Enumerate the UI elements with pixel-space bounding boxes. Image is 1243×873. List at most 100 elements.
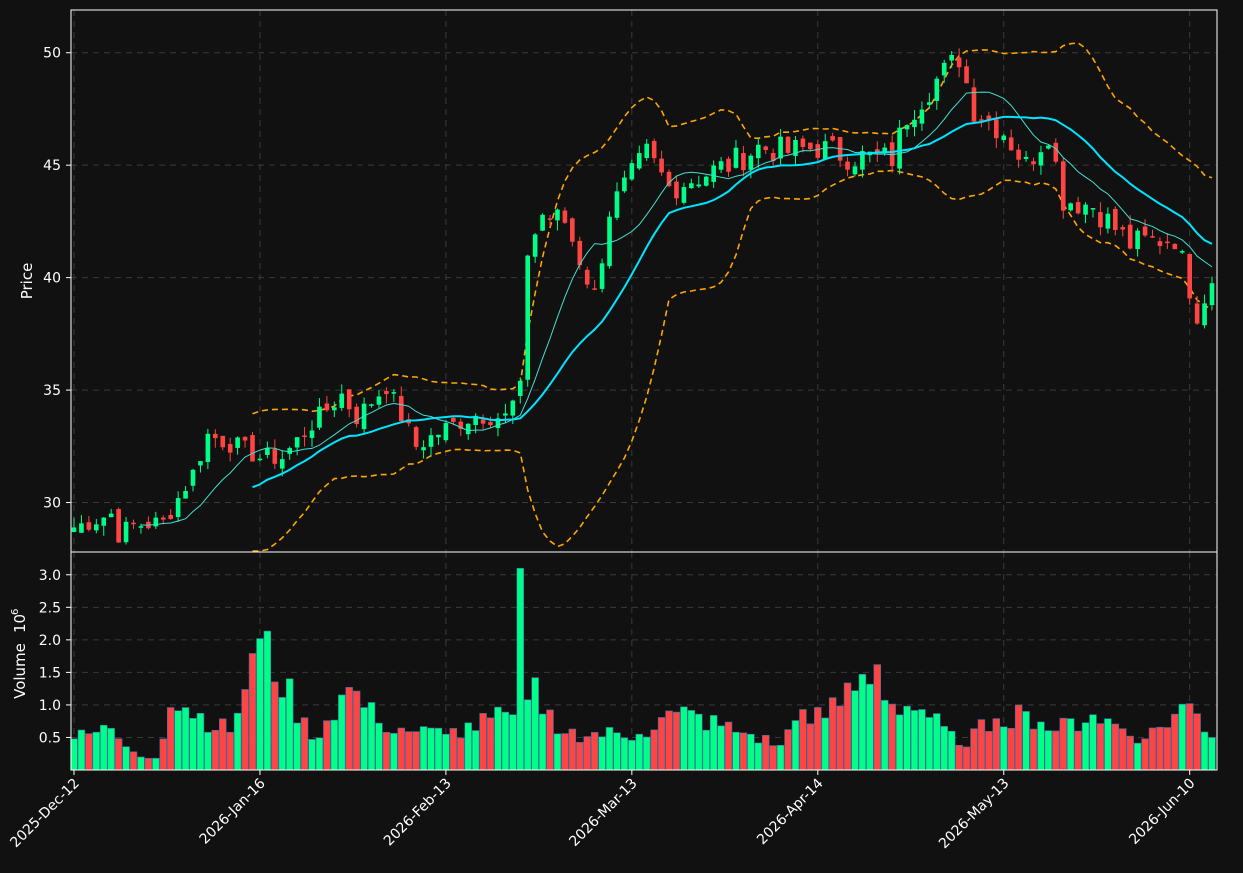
volume-bar (1178, 703, 1186, 771)
volume-bar (620, 737, 629, 771)
volume-tick-label: 1.5 (39, 665, 61, 681)
candle-body (815, 144, 821, 158)
candle-body (599, 263, 605, 289)
candle-body (153, 517, 159, 527)
volume-bar (1185, 703, 1194, 771)
volume-bar (702, 729, 710, 771)
volume-bar (300, 717, 309, 771)
candle-body (1001, 135, 1007, 141)
volume-bar (724, 721, 733, 771)
volume-bar (888, 703, 896, 771)
volume-bar (687, 710, 696, 771)
candle-body (1053, 142, 1059, 162)
candle-body (116, 509, 121, 543)
volume-bar (910, 710, 919, 771)
volume-bar (635, 733, 644, 771)
candle-body (138, 526, 144, 528)
candle-body (517, 380, 523, 397)
volume-bar (1014, 704, 1023, 771)
svg-text:10: 10 (11, 614, 29, 633)
price-tick-label: 45 (43, 158, 61, 174)
volume-bar (657, 717, 666, 771)
candle-body (160, 517, 166, 520)
candle-body (830, 136, 835, 141)
candle-body (644, 143, 650, 159)
candle-body (317, 406, 322, 428)
volume-bar (791, 720, 800, 771)
candle-body (376, 396, 382, 405)
volume-panel-frame (70, 551, 1218, 771)
volume-bar (851, 690, 859, 771)
candle-body (927, 102, 932, 105)
volume-bar (1141, 738, 1149, 771)
candle-body (852, 166, 858, 175)
svg-text:Volume: Volume (11, 643, 29, 699)
volume-bar (613, 732, 621, 771)
candle-body (94, 524, 99, 531)
volume-bar (568, 728, 577, 771)
candle-body (1008, 137, 1014, 151)
candle-body (897, 127, 902, 169)
volume-bar (323, 720, 331, 771)
candle-body (198, 461, 203, 466)
ma-slow-line (252, 115, 1213, 489)
candle-body (131, 522, 136, 525)
volume-bar (1104, 718, 1112, 771)
volume-bar (271, 681, 279, 771)
volume-bar (1029, 728, 1038, 771)
candle-body (465, 423, 471, 435)
candle-body (934, 78, 940, 101)
candle-body (391, 392, 397, 394)
volume-bar (955, 744, 963, 771)
volume-y-ticks: 0.5 1.0 1.5 2.0 2.5 3.0 (39, 568, 71, 746)
bollinger-lower-line (252, 169, 1213, 552)
volume-bar (814, 707, 822, 771)
volume-bar (1007, 728, 1015, 771)
volume-bar (114, 738, 123, 771)
volume-bar (962, 746, 971, 771)
candle-body (912, 119, 917, 128)
volume-bar (672, 711, 681, 771)
candle-body (793, 140, 798, 156)
candle-body (666, 171, 672, 187)
candle-body (398, 396, 404, 422)
volume-bar (181, 707, 190, 771)
candle-body (1031, 161, 1036, 165)
volume-bar (985, 731, 993, 771)
candle-body (346, 389, 352, 410)
volume-bar (375, 722, 383, 771)
ma-fast-line (140, 91, 1213, 526)
candle-body (101, 517, 107, 526)
candle-body (979, 119, 984, 121)
volume-bar (1096, 723, 1105, 771)
volume-bar (471, 730, 480, 771)
candle-body (309, 430, 315, 438)
volume-tick-label: 1.0 (39, 698, 61, 714)
candle-body (436, 434, 441, 438)
candle-body (584, 269, 590, 285)
volume-bar (338, 694, 346, 771)
candle-body (488, 421, 493, 426)
volume-bar (278, 697, 286, 771)
candle-body (904, 125, 910, 130)
volume-bar (308, 739, 316, 771)
candle-body (1194, 303, 1200, 324)
candle-body (1075, 202, 1081, 214)
price-grid (71, 10, 1217, 552)
volume-bar (1119, 728, 1127, 771)
volume-bars (70, 567, 1216, 771)
volume-bar (1074, 730, 1082, 771)
volume-bar (873, 664, 882, 771)
candle-body (986, 115, 992, 121)
volume-bar (219, 718, 227, 771)
candle-body (659, 158, 664, 173)
candle-body (332, 407, 337, 411)
bollinger-upper-line (252, 42, 1213, 415)
volume-bar (1163, 727, 1172, 771)
candle-body (190, 469, 196, 486)
volume-bar (226, 731, 234, 771)
candle-body (919, 109, 925, 124)
volume-bar (233, 712, 242, 771)
candle-body (763, 146, 769, 150)
